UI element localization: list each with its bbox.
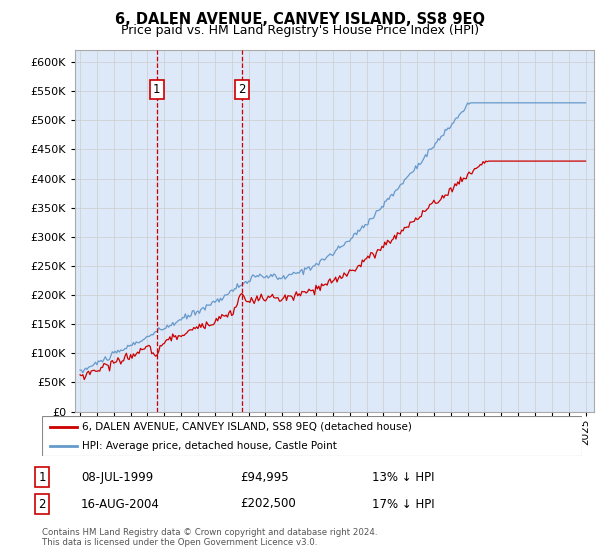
Text: £202,500: £202,500 xyxy=(240,497,296,511)
Text: Price paid vs. HM Land Registry's House Price Index (HPI): Price paid vs. HM Land Registry's House … xyxy=(121,24,479,37)
Text: £94,995: £94,995 xyxy=(240,470,289,484)
Text: 2: 2 xyxy=(238,83,246,96)
Text: 17% ↓ HPI: 17% ↓ HPI xyxy=(372,497,434,511)
Text: 6, DALEN AVENUE, CANVEY ISLAND, SS8 9EQ: 6, DALEN AVENUE, CANVEY ISLAND, SS8 9EQ xyxy=(115,12,485,27)
Text: 6, DALEN AVENUE, CANVEY ISLAND, SS8 9EQ (detached house): 6, DALEN AVENUE, CANVEY ISLAND, SS8 9EQ … xyxy=(83,422,412,432)
Text: 08-JUL-1999: 08-JUL-1999 xyxy=(81,470,153,484)
Text: 1: 1 xyxy=(153,83,160,96)
Text: 2: 2 xyxy=(38,497,46,511)
Text: 1: 1 xyxy=(38,470,46,484)
Text: 13% ↓ HPI: 13% ↓ HPI xyxy=(372,470,434,484)
Text: Contains HM Land Registry data © Crown copyright and database right 2024.
This d: Contains HM Land Registry data © Crown c… xyxy=(42,528,377,547)
Text: 16-AUG-2004: 16-AUG-2004 xyxy=(81,497,160,511)
Text: HPI: Average price, detached house, Castle Point: HPI: Average price, detached house, Cast… xyxy=(83,441,337,450)
